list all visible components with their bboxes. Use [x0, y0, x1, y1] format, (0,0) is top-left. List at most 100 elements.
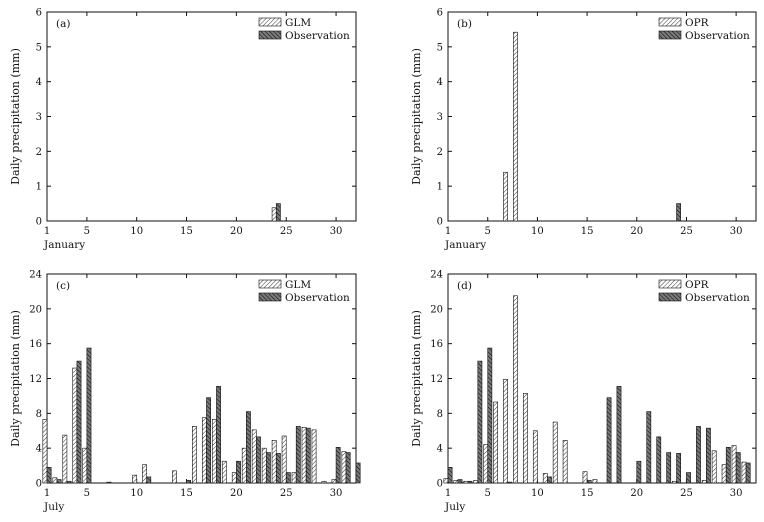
- x-tick-label: 30: [730, 488, 743, 499]
- bar-glm-day-18: [211, 419, 217, 484]
- bar-opr-day-16: [592, 479, 598, 484]
- legend-label-observation: Observation: [285, 30, 350, 42]
- x-tick-label: 15: [581, 488, 594, 499]
- bar-observation-day-24: [676, 453, 681, 484]
- legend-swatch-opr: [658, 279, 682, 289]
- x-axis-label: January: [43, 239, 85, 251]
- bar-observation-day-29: [725, 446, 731, 484]
- x-tick-label: 1: [445, 488, 451, 499]
- y-tick-label: 20: [29, 304, 42, 315]
- y-tick-label: 8: [437, 409, 443, 420]
- bar-opr-day-24: [672, 480, 677, 484]
- bar-observation-day-2: [56, 479, 62, 484]
- x-axis-label: July: [444, 501, 465, 513]
- bar-observation-day-5: [487, 347, 493, 484]
- bar-glm-day-27: [301, 426, 307, 484]
- bar-glm-day-28: [311, 429, 317, 484]
- bar-glm-day-20: [231, 472, 237, 484]
- x-tick-label: 1: [44, 226, 50, 237]
- bar-opr-day-7: [503, 171, 508, 222]
- y-tick-label: 4: [36, 77, 42, 88]
- x-tick-label: 5: [485, 226, 491, 237]
- legend-swatch-observation: [658, 30, 682, 40]
- y-tick-label: 0: [437, 217, 443, 228]
- x-axis-label: January: [444, 239, 486, 251]
- bar-observation-day-24: [676, 203, 681, 222]
- bar-glm-day-24: [271, 207, 277, 222]
- bar-observation-day-25: [686, 472, 691, 484]
- bar-observation-day-5: [86, 347, 92, 484]
- bar-opr-day-7: [503, 379, 508, 484]
- y-axis-label: Daily precipitation (mm): [9, 310, 22, 447]
- bar-opr-day-5: [483, 444, 489, 484]
- x-tick-label: 5: [84, 226, 90, 237]
- bar-observation-day-31: [745, 462, 751, 484]
- bar-opr-day-4: [473, 480, 479, 484]
- bar-opr-day-8: [513, 31, 518, 222]
- panel-label: (d): [457, 280, 472, 292]
- x-tick-label: 10: [130, 488, 143, 499]
- legend-swatch-observation: [658, 292, 682, 302]
- bar-glm-day-1: [42, 419, 48, 484]
- bar-observation-day-3: [66, 480, 72, 484]
- bar-observation-day-7: [106, 481, 112, 484]
- bar-glm-day-4: [72, 367, 78, 484]
- bar-observation-day-17: [606, 397, 612, 484]
- x-tick-label: 25: [680, 226, 693, 237]
- y-tick-label: 5: [36, 42, 42, 53]
- bar-observation-day-25: [285, 472, 291, 484]
- legend-label-observation: Observation: [685, 292, 750, 304]
- y-tick-label: 5: [437, 42, 443, 53]
- bar-observation-day-11: [547, 476, 552, 484]
- legend-label-glm: GLM: [285, 17, 311, 29]
- x-tick-label: 30: [330, 226, 343, 237]
- bar-observation-day-31: [345, 452, 351, 484]
- bar-observation-day-26: [696, 426, 701, 484]
- y-tick-label: 3: [437, 112, 443, 123]
- bar-observation-day-20: [236, 460, 241, 484]
- y-tick-label: 16: [29, 339, 42, 350]
- bar-observation-day-18: [616, 386, 622, 484]
- bar-opr-day-9: [523, 392, 528, 484]
- y-tick-label: 8: [36, 409, 42, 420]
- bar-opr-day-6: [493, 401, 498, 484]
- x-tick-label: 30: [330, 488, 343, 499]
- bar-opr-day-11: [542, 473, 548, 484]
- x-tick-label: 5: [485, 488, 491, 499]
- legend-label-observation: Observation: [685, 30, 750, 42]
- bar-opr-day-29: [721, 464, 727, 484]
- bar-glm-day-22: [251, 429, 257, 484]
- y-tick-label: 4: [437, 444, 443, 455]
- x-tick-label: 10: [531, 226, 544, 237]
- bar-observation-day-3: [467, 480, 473, 484]
- x-tick-label: 15: [581, 226, 594, 237]
- bar-glm-day-3: [62, 434, 68, 484]
- bar-glm-day-17: [202, 417, 207, 484]
- bar-observation-day-32: [355, 462, 361, 484]
- bar-observation-day-15: [586, 480, 592, 484]
- bar-glm-day-31: [341, 451, 347, 484]
- bar-opr-day-27: [701, 480, 707, 484]
- bar-observation-day-21: [646, 411, 652, 484]
- bar-observation-day-1: [447, 467, 453, 484]
- x-tick-label: 20: [630, 488, 643, 499]
- y-tick-label: 12: [29, 374, 42, 385]
- x-axis-label: July: [43, 501, 64, 513]
- y-tick-label: 1: [437, 182, 443, 193]
- bar-observation-day-26: [295, 426, 301, 484]
- x-tick-label: 20: [230, 226, 243, 237]
- bar-observation-day-15: [186, 480, 192, 484]
- y-tick-label: 0: [437, 479, 443, 490]
- y-axis-label: Daily precipitation (mm): [9, 48, 22, 185]
- plot-frame: [46, 11, 357, 222]
- bar-glm-day-11: [142, 464, 147, 484]
- y-tick-label: 4: [437, 77, 443, 88]
- bar-opr-day-1: [443, 478, 449, 484]
- bar-observation-day-20: [636, 460, 642, 484]
- legend-label-opr: OPR: [685, 17, 710, 29]
- bar-glm-day-2: [52, 477, 58, 484]
- x-tick-label: 30: [730, 226, 743, 237]
